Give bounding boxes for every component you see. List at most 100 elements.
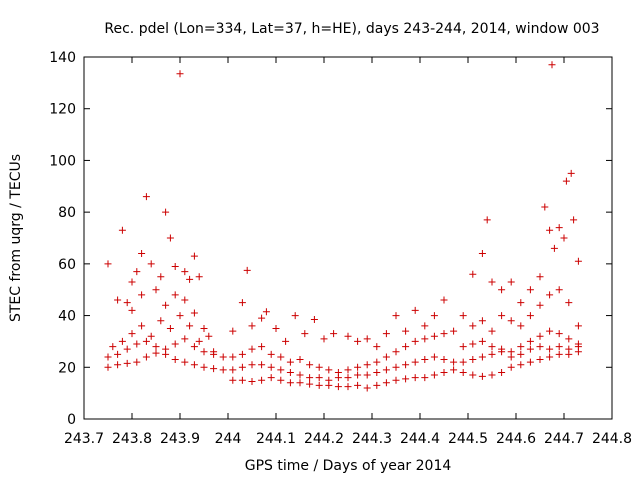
data-point bbox=[171, 262, 179, 270]
data-point bbox=[181, 296, 189, 304]
data-point bbox=[325, 381, 333, 389]
data-point bbox=[286, 379, 294, 387]
data-point bbox=[171, 291, 179, 299]
data-point bbox=[157, 317, 165, 325]
data-point bbox=[459, 358, 467, 366]
data-point bbox=[344, 366, 352, 374]
data-point bbox=[421, 374, 429, 382]
data-point bbox=[138, 322, 146, 330]
data-point bbox=[286, 368, 294, 376]
data-point bbox=[200, 348, 208, 356]
data-point bbox=[210, 350, 218, 358]
x-tick-label: 244.1 bbox=[256, 431, 296, 447]
x-tick-label: 244.2 bbox=[304, 431, 344, 447]
data-point bbox=[315, 363, 323, 371]
data-point bbox=[186, 275, 194, 283]
data-point bbox=[459, 343, 467, 351]
data-point bbox=[488, 278, 496, 286]
data-point bbox=[114, 350, 122, 358]
data-point bbox=[128, 330, 136, 338]
data-point bbox=[440, 368, 448, 376]
data-point bbox=[162, 301, 170, 309]
data-point bbox=[411, 374, 419, 382]
data-point bbox=[450, 358, 458, 366]
data-point bbox=[258, 361, 266, 369]
data-point bbox=[325, 366, 333, 374]
data-point bbox=[562, 177, 570, 185]
data-point bbox=[469, 270, 477, 278]
data-point bbox=[526, 337, 534, 345]
data-point bbox=[526, 345, 534, 353]
data-point bbox=[229, 353, 237, 361]
data-point bbox=[291, 312, 299, 320]
data-point bbox=[118, 337, 126, 345]
data-point bbox=[498, 348, 506, 356]
data-point bbox=[330, 330, 338, 338]
data-point bbox=[166, 234, 174, 242]
data-point bbox=[152, 349, 160, 357]
data-point bbox=[190, 361, 198, 369]
data-point bbox=[373, 343, 381, 351]
data-point bbox=[109, 343, 117, 351]
data-point bbox=[411, 306, 419, 314]
y-tick-label: 0 bbox=[67, 412, 76, 428]
data-point bbox=[142, 353, 150, 361]
data-point bbox=[526, 312, 534, 320]
data-point bbox=[142, 193, 150, 201]
data-point bbox=[536, 301, 544, 309]
data-point bbox=[392, 312, 400, 320]
data-point bbox=[181, 268, 189, 276]
data-point bbox=[517, 350, 525, 358]
data-point bbox=[166, 325, 174, 332]
data-point bbox=[267, 350, 275, 358]
data-point bbox=[123, 299, 131, 307]
data-point bbox=[363, 384, 371, 392]
data-point bbox=[459, 368, 467, 376]
data-point bbox=[306, 361, 314, 369]
data-point bbox=[190, 309, 198, 317]
data-point bbox=[570, 216, 578, 224]
data-point bbox=[411, 337, 419, 345]
data-point bbox=[546, 345, 554, 353]
data-point bbox=[555, 350, 563, 358]
data-point bbox=[118, 226, 126, 234]
data-point bbox=[526, 358, 534, 366]
data-point bbox=[373, 358, 381, 366]
data-point bbox=[469, 371, 477, 379]
data-point bbox=[123, 345, 131, 353]
data-point bbox=[402, 343, 410, 351]
data-point bbox=[548, 61, 556, 69]
data-point bbox=[517, 361, 525, 369]
data-point bbox=[430, 312, 438, 320]
data-point bbox=[555, 343, 563, 351]
data-point bbox=[354, 381, 362, 389]
data-point bbox=[488, 350, 496, 358]
data-point bbox=[238, 363, 246, 371]
data-point bbox=[128, 306, 136, 314]
x-tick-label: 243.7 bbox=[64, 431, 104, 447]
data-point bbox=[315, 374, 323, 382]
data-point bbox=[354, 371, 362, 379]
data-point bbox=[306, 374, 314, 382]
x-axis-label: GPS time / Days of year 2014 bbox=[245, 458, 452, 474]
data-point bbox=[123, 359, 131, 367]
data-point bbox=[181, 335, 189, 343]
y-axis-label: STEC from uqrg / TECUs bbox=[8, 154, 24, 322]
data-point bbox=[459, 312, 467, 320]
data-point bbox=[157, 273, 165, 281]
data-point bbox=[147, 260, 155, 268]
data-point bbox=[363, 335, 371, 343]
data-point bbox=[488, 327, 496, 335]
data-point bbox=[440, 356, 448, 364]
data-point bbox=[469, 322, 477, 330]
data-point bbox=[421, 356, 429, 364]
data-point bbox=[478, 337, 486, 345]
data-point bbox=[560, 234, 568, 242]
data-point bbox=[574, 322, 582, 330]
x-tick-label: 244 bbox=[215, 431, 242, 447]
data-point bbox=[469, 340, 477, 348]
data-point bbox=[238, 350, 246, 358]
x-tick-label: 244.3 bbox=[352, 431, 392, 447]
data-point bbox=[152, 343, 160, 351]
